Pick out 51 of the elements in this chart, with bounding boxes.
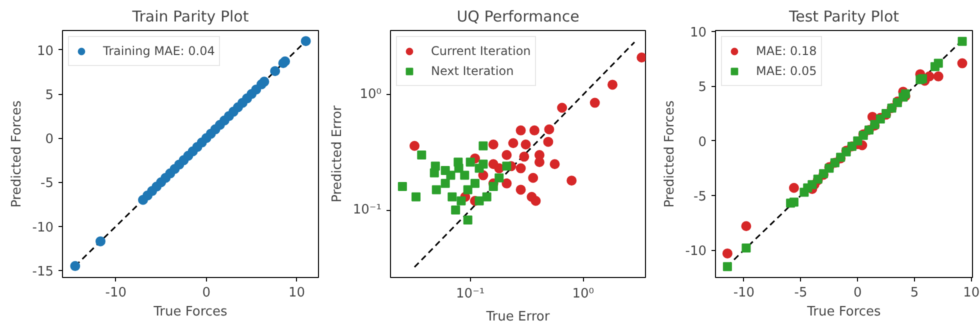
y-tick-label: 0 [698, 134, 707, 150]
chart-title: Train Parity Plot [131, 8, 249, 26]
legend-label: Current Iteration [431, 44, 531, 58]
point [789, 198, 798, 207]
point [958, 36, 967, 46]
x-tick-label: 5 [910, 286, 919, 300]
x-axis-title: True Forces [152, 304, 228, 320]
y-tick-label: 10 [36, 44, 54, 59]
y-tick-label: -5 [694, 190, 707, 205]
point [930, 62, 940, 72]
chart-title: Test Parity Plot [788, 8, 900, 26]
x-tick-label: -10 [733, 286, 755, 300]
point [900, 89, 910, 98]
y-tick-label: -10 [685, 244, 706, 260]
point [70, 261, 80, 272]
point [957, 58, 968, 68]
x-tick-label: 0 [854, 286, 862, 300]
y-tick-label: 10 [690, 26, 707, 41]
x-tick-label: -10 [105, 286, 126, 300]
legend-label: Training MAE: 0.04 [103, 44, 215, 58]
point [722, 248, 732, 258]
point [788, 182, 799, 193]
point [741, 221, 752, 232]
x-tick-label: 10⁻¹ [456, 286, 485, 302]
legend-label: MAE: 0.05 [756, 64, 817, 78]
point [722, 262, 732, 272]
point [95, 236, 106, 246]
x-tick-label: -5 [794, 286, 808, 300]
x-axis-title: True Forces [806, 304, 882, 320]
point [742, 243, 751, 252]
x-axis-title: True Error [485, 310, 550, 324]
y-tick-label: 0 [45, 132, 54, 148]
y-axis-title: Predicted Forces [9, 100, 24, 208]
legend-label: Next Iteration [431, 64, 514, 78]
point [259, 76, 270, 87]
legend-label: MAE: 0.18 [756, 44, 817, 58]
x-tick-label: 10 [288, 286, 306, 300]
y-axis-title: Predicted Forces [662, 100, 678, 208]
point [300, 36, 311, 46]
x-tick-label: 10⁰ [572, 286, 594, 302]
point [933, 71, 944, 82]
y-tick-label: -5 [40, 176, 54, 192]
x-tick-label: 0 [202, 286, 210, 300]
y-tick-label: 5 [698, 80, 707, 96]
chart-title: UQ Performance [456, 8, 580, 26]
x-tick-label: 10 [963, 286, 980, 300]
y-axis-title: Predicted Error [330, 104, 345, 202]
y-tick-label: 5 [45, 88, 54, 104]
y-tick-label: -10 [32, 220, 54, 236]
y-tick-label: -15 [32, 264, 54, 280]
point [270, 66, 280, 76]
